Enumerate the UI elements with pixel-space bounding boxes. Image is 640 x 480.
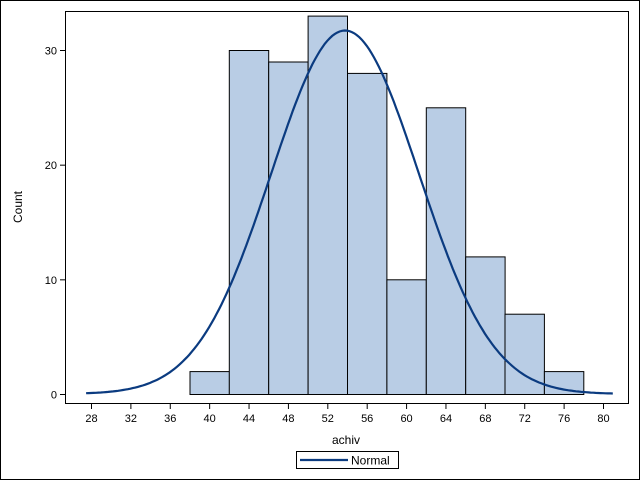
legend: Normal bbox=[296, 451, 399, 469]
histogram-bar bbox=[347, 72, 388, 396]
x-tick-label: 52 bbox=[322, 413, 334, 425]
x-tick-label: 48 bbox=[282, 413, 294, 425]
histogram-bar bbox=[268, 61, 309, 395]
x-tick-label: 68 bbox=[479, 413, 491, 425]
y-tick-label: 20 bbox=[45, 160, 57, 172]
x-tick-label: 28 bbox=[85, 413, 97, 425]
x-tick-label: 64 bbox=[440, 413, 452, 425]
plot-area bbox=[65, 11, 629, 404]
histogram-bar bbox=[465, 256, 506, 395]
x-tick-label: 80 bbox=[597, 413, 609, 425]
y-axis-label: Count bbox=[11, 190, 25, 223]
y-tick-label: 30 bbox=[45, 46, 57, 58]
x-tick-label: 72 bbox=[519, 413, 531, 425]
histogram-bar bbox=[543, 371, 585, 396]
y-axis: 0 10 20 30 bbox=[45, 46, 66, 402]
histogram-bar bbox=[189, 371, 230, 396]
x-tick-label: 60 bbox=[400, 413, 412, 425]
x-tick-label: 44 bbox=[243, 413, 255, 425]
x-tick-label: 32 bbox=[125, 413, 137, 425]
y-tick-label: 0 bbox=[51, 390, 57, 402]
y-tick-label: 10 bbox=[45, 275, 57, 287]
x-tick-label: 40 bbox=[204, 413, 216, 425]
histogram-bars bbox=[189, 15, 585, 396]
x-tick-label: 56 bbox=[361, 413, 373, 425]
histogram-bar bbox=[386, 279, 427, 395]
x-axis-label: achiv bbox=[332, 433, 360, 447]
histogram-bar bbox=[228, 50, 270, 395]
x-tick-label: 76 bbox=[558, 413, 570, 425]
legend-label-normal: Normal bbox=[351, 454, 390, 468]
normal-curve bbox=[86, 29, 613, 395]
histogram-bar bbox=[307, 15, 349, 395]
x-axis: 28 32 36 40 44 48 52 56 60 64 68 72 76 80 bbox=[85, 403, 610, 425]
x-tick-label: 36 bbox=[164, 413, 176, 425]
